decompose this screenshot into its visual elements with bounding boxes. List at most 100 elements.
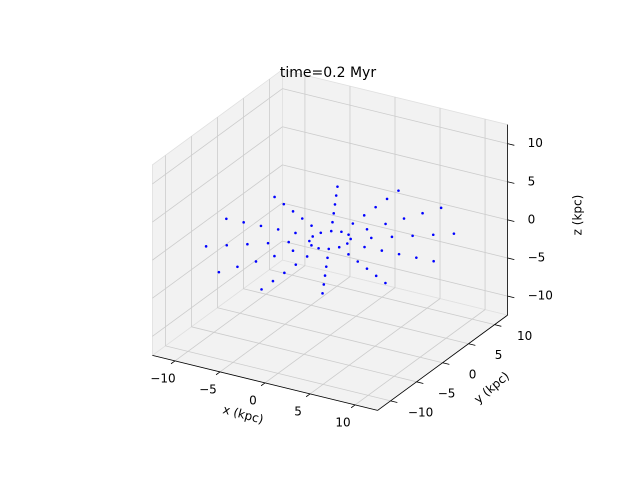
tick-mark [170, 360, 176, 365]
point [374, 205, 377, 209]
tick-mark [350, 404, 356, 409]
tick-mark [442, 362, 450, 365]
point [246, 242, 249, 246]
point [271, 279, 275, 283]
point [260, 288, 263, 291]
point [294, 263, 298, 266]
axis-line [377, 314, 508, 411]
grid-line [282, 202, 508, 259]
panes [151, 68, 509, 411]
point [242, 221, 245, 224]
grid-line [152, 164, 283, 261]
tick-mark [507, 295, 515, 299]
chart-title: time=0.2 Myr [280, 65, 376, 81]
point [452, 232, 456, 235]
grid-line [282, 164, 508, 221]
point [333, 203, 337, 206]
point [337, 245, 341, 249]
point [310, 224, 313, 227]
point [411, 234, 414, 238]
tick-label: 0 [469, 367, 477, 381]
point [331, 220, 334, 224]
axes: −10 −5 0 5 10 −10 −5 0 5 10 −10 −5 0 5 10 [150, 124, 553, 429]
grid-line [152, 88, 283, 185]
point [311, 235, 314, 238]
tick-mark [305, 393, 311, 398]
point [365, 227, 369, 231]
point [204, 245, 208, 248]
tick-label: 0 [249, 393, 257, 407]
point [324, 265, 328, 268]
tick-label: 5 [495, 348, 503, 362]
point [329, 229, 333, 233]
tick-label: 10 [528, 136, 543, 150]
point [432, 259, 435, 263]
point [362, 214, 366, 217]
tick-label: 0 [528, 212, 536, 226]
points [204, 185, 456, 295]
tick-label: −5 [438, 386, 456, 400]
point [363, 245, 366, 249]
point [334, 194, 338, 197]
point [356, 260, 360, 263]
point [347, 253, 350, 256]
tick-mark [507, 143, 515, 146]
point [390, 235, 394, 239]
tick-label: 10 [335, 415, 350, 429]
point [340, 230, 343, 234]
point [384, 222, 387, 226]
grid-line [269, 269, 495, 326]
grid-line [152, 240, 283, 337]
point [225, 217, 228, 221]
point [346, 242, 349, 245]
point [397, 189, 400, 192]
tick-mark [507, 219, 515, 222]
tick-label: 5 [294, 404, 302, 418]
grid-line [217, 307, 443, 364]
point [370, 236, 373, 240]
point [291, 249, 295, 253]
tick-mark [260, 382, 266, 387]
grid-line [243, 288, 469, 345]
tick-mark [507, 181, 515, 184]
point [326, 256, 329, 260]
point [273, 254, 276, 258]
point [323, 274, 327, 277]
point [283, 271, 286, 275]
point [273, 195, 276, 199]
point [332, 212, 336, 215]
tick-label: −10 [150, 371, 175, 385]
point [421, 211, 424, 215]
axis-line [152, 355, 378, 411]
tick-mark [390, 400, 398, 403]
tick-mark [494, 324, 502, 327]
point [310, 244, 313, 247]
tick-label: −5 [199, 382, 217, 396]
point [327, 247, 331, 251]
grid-line [282, 240, 508, 297]
point [282, 202, 286, 206]
grid [152, 75, 515, 409]
point [321, 292, 324, 295]
point [317, 246, 320, 250]
point [217, 270, 221, 274]
tick-mark [468, 343, 476, 346]
point [276, 228, 280, 231]
point [236, 265, 239, 269]
point [349, 237, 352, 241]
grid-line [282, 126, 508, 183]
point [365, 267, 369, 270]
point [380, 249, 384, 252]
point [322, 283, 326, 286]
point [374, 274, 378, 278]
grid-line [152, 202, 283, 299]
point [415, 256, 418, 259]
point [254, 260, 258, 263]
point [300, 217, 304, 220]
tick-mark [507, 257, 515, 261]
point [385, 197, 389, 201]
point [351, 222, 355, 225]
x-axis-label: x (kpc) [221, 402, 265, 426]
point [225, 243, 229, 247]
